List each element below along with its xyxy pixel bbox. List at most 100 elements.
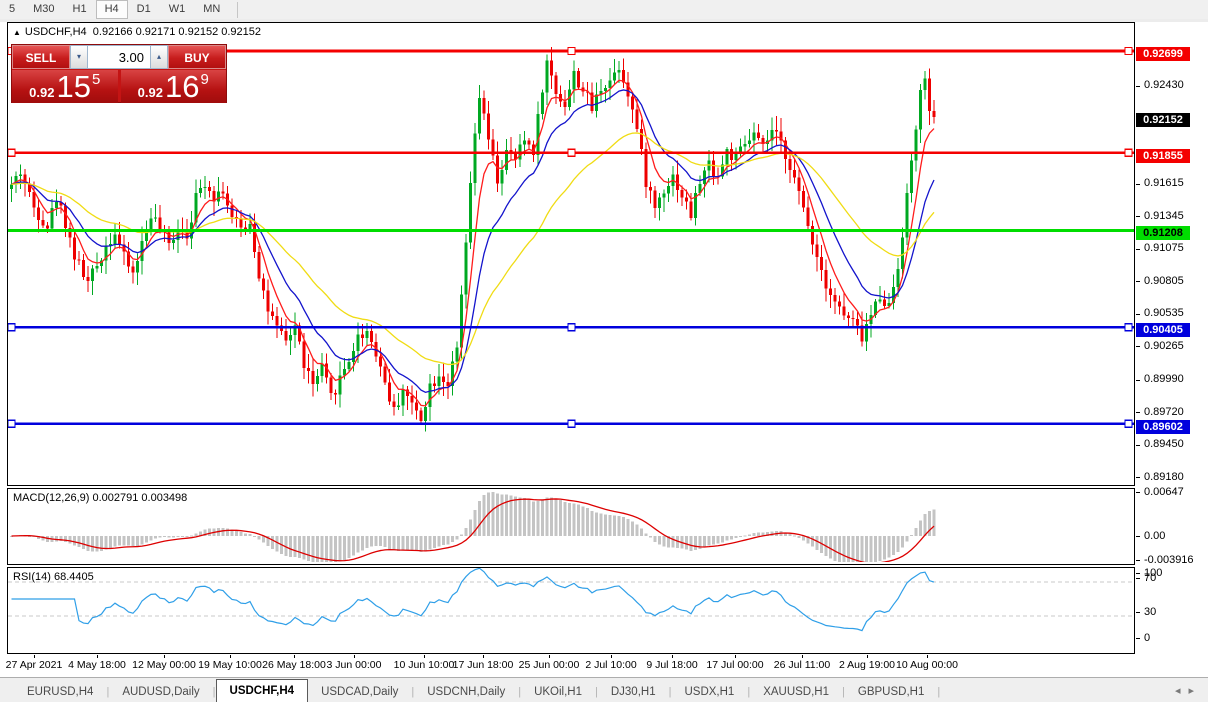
tab-separator: | [212, 685, 216, 698]
date-label: 2 Aug 19:00 [838, 659, 896, 671]
tab-xauusd-h1[interactable]: XAUUSD,H1 [763, 686, 830, 698]
buy-price-big: 16 [164, 69, 200, 104]
price-tick-mark [1136, 313, 1140, 315]
rsi-axis-label: 0 [1144, 631, 1151, 644]
tab-scroll-arrows: ◂▸ [1175, 684, 1202, 697]
volume-input[interactable] [88, 45, 150, 69]
date-label: 26 May 18:00 [262, 659, 326, 671]
date-tick-mark [294, 655, 295, 658]
tab-gbpusd-h1[interactable]: GBPUSD,H1 [857, 686, 925, 698]
price-level-badge: 0.91855 [1136, 148, 1190, 163]
date-label: 17 Jun 18:00 [452, 659, 514, 671]
chart-symbol-label: USDCHF,H4 [24, 26, 87, 38]
date-label: 27 Apr 2021 [5, 659, 63, 671]
buy-button[interactable]: BUY [168, 45, 226, 69]
tab-separator: | [411, 685, 415, 698]
tab-usdcnh-daily[interactable]: USDCNH,Daily [427, 686, 506, 698]
tab-separator: | [518, 685, 522, 698]
macd-axis-label: 0.00 [1144, 530, 1166, 542]
macd-axis-tick [1136, 492, 1140, 493]
price-tick-mark [1136, 183, 1140, 185]
tab-scroll-right-icon[interactable]: ▸ [1188, 685, 1202, 697]
timeframe-button-w1[interactable]: W1 [168, 3, 186, 15]
price-tick-label: 0.92430 [1144, 79, 1184, 92]
price-tick-mark [1136, 216, 1140, 218]
tab-eurusd-h4[interactable]: EURUSD,H4 [27, 686, 94, 698]
timeframe-toolbar: 5 M30 H1 H4 D1 W1 MN [0, 0, 1208, 20]
price-tick-mark [1136, 477, 1140, 479]
tab-separator: | [937, 685, 941, 698]
date-tick-mark [735, 655, 736, 658]
date-tick-mark [549, 655, 550, 658]
price-tick-label: 0.91615 [1144, 177, 1184, 190]
date-tick-mark [164, 655, 165, 658]
rsi-axis-tick [1136, 637, 1140, 639]
rsi-axis-label: 100 [1144, 567, 1163, 579]
sell-price-sup: 5 [91, 71, 101, 88]
one-click-trade-panel: SELL ▾ ▴ BUY 0.92 15 5 0.92 16 9 [11, 44, 227, 103]
price-tick-label: 0.89180 [1144, 470, 1184, 483]
timeframe-button-m30[interactable]: M30 [33, 3, 55, 15]
rsi-axis-label: 30 [1144, 606, 1157, 618]
date-tick-mark [424, 655, 425, 658]
timeframe-button-5[interactable]: 5 [9, 3, 16, 15]
rsi-indicator-panel[interactable]: RSI(14) 68.4405 [7, 567, 1135, 654]
date-label: 3 Jun 00:00 [326, 659, 382, 671]
tab-scroll-left-icon[interactable]: ◂ [1174, 685, 1189, 697]
tab-usdchf-h4[interactable]: USDCHF,H4 [215, 679, 309, 702]
timeframe-button-h4[interactable]: H4 [95, 0, 128, 19]
date-tick-mark [34, 655, 35, 658]
date-label: 9 Jul 18:00 [646, 659, 698, 671]
price-tick-label: 0.89990 [1144, 373, 1184, 386]
date-label: 19 May 10:00 [198, 659, 262, 671]
rsi-axis-label: 70 [1144, 572, 1157, 584]
price-tick-label: 0.90265 [1144, 339, 1184, 352]
price-tick-mark [1136, 412, 1140, 414]
tab-usdx-h1[interactable]: USDX,H1 [684, 686, 735, 698]
price-level-badge: 0.92699 [1136, 47, 1190, 61]
macd-label: MACD(12,26,9) 0.002791 0.003498 [13, 492, 188, 504]
buy-price-sup: 9 [200, 71, 209, 88]
tab-separator: | [106, 685, 110, 698]
price-tick-label: 0.91345 [1144, 209, 1184, 222]
volume-decrease-button[interactable]: ▾ [70, 45, 88, 69]
price-level-badge: 0.90405 [1136, 323, 1190, 338]
buy-price-tile[interactable]: 0.92 16 9 [120, 69, 226, 104]
date-tick-mark [802, 655, 803, 658]
date-tick-mark [672, 655, 673, 658]
timeframe-button-h1[interactable]: H1 [72, 3, 87, 15]
chart-window: ▲ USDCHF,H4 0.92166 0.92171 0.92152 0.921… [0, 19, 1208, 677]
volume-increase-button[interactable]: ▴ [150, 45, 168, 69]
sell-price-tile[interactable]: 0.92 15 5 [12, 70, 118, 103]
sell-price-prefix: 0.92 [29, 85, 55, 100]
date-tick-mark [230, 655, 231, 658]
macd-indicator-panel[interactable]: MACD(12,26,9) 0.002791 0.003498 [7, 488, 1135, 565]
window-top-strip [0, 19, 1208, 22]
tab-separator: | [747, 685, 751, 698]
rsi-axis-tick [1136, 612, 1140, 613]
date-label: 4 May 18:00 [68, 659, 126, 671]
date-axis[interactable]: 27 Apr 2021 4 May 18:00 12 May 00:00 19 May… [5, 655, 1133, 675]
date-label: 2 Jul 10:00 [585, 659, 637, 671]
price-tick-mark [1136, 346, 1140, 348]
tab-audusd-daily[interactable]: AUDUSD,Daily [122, 686, 200, 698]
price-level-badge: 0.91208 [1136, 226, 1190, 241]
timeframe-button-d1[interactable]: D1 [136, 3, 151, 15]
sell-button[interactable]: SELL [12, 45, 70, 69]
date-tick-mark [867, 655, 868, 658]
timeframe-button-mn[interactable]: MN [203, 3, 221, 15]
price-axis[interactable]: 0.92430 0.91615 0.91345 0.91075 0.90805 0.905… [1136, 22, 1208, 654]
tab-dj30-h1[interactable]: DJ30,H1 [610, 686, 656, 698]
tab-separator: | [842, 685, 845, 698]
price-chart-panel[interactable]: ▲ USDCHF,H4 0.92166 0.92171 0.92152 0.921… [7, 22, 1135, 486]
price-tick-mark [1136, 248, 1140, 250]
price-tick-label: 0.89450 [1144, 438, 1184, 451]
toolbar-separator [237, 1, 239, 18]
tab-usdcad-daily[interactable]: USDCAD,Daily [321, 686, 399, 698]
chart-ohlc-quotes: 0.92166 0.92171 0.92152 0.92152 [92, 26, 261, 38]
date-tick-mark [611, 655, 612, 658]
collapse-arrow-icon[interactable]: ▲ [13, 28, 21, 37]
current-price-badge: 0.92152 [1136, 112, 1190, 127]
tab-ukoil-h1[interactable]: UKOil,H1 [534, 686, 582, 698]
